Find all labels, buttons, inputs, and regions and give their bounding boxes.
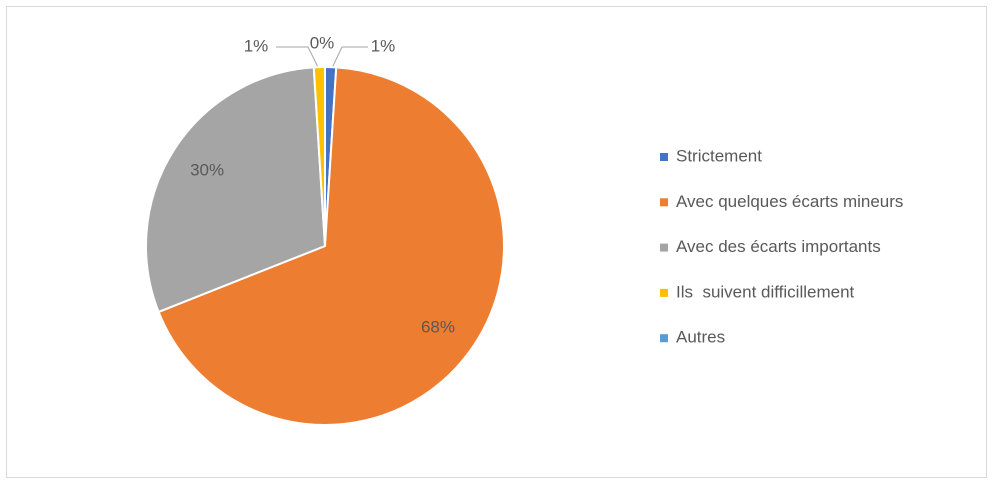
legend-swatch (660, 288, 668, 297)
data-label: 1% (371, 36, 396, 55)
legend-label: Ils suivent difficillement (676, 282, 855, 301)
data-label: 30% (190, 161, 224, 180)
data-label: 68% (421, 318, 455, 337)
legend-label: Avec des écarts importants (676, 237, 881, 256)
pie-slice (145, 66, 327, 314)
data-label: 1% (244, 36, 269, 55)
legend-swatch (660, 243, 668, 252)
legend-label: Avec quelques écarts mineurs (676, 192, 903, 211)
legend-swatch (660, 198, 668, 207)
legend-swatch (660, 153, 668, 161)
leader-line (331, 46, 368, 69)
leader-line (276, 46, 320, 70)
legend-label: Strictement (676, 146, 762, 165)
legend-swatch (660, 334, 668, 343)
legend-label: Autres (676, 328, 725, 347)
data-label: 0% (310, 33, 335, 52)
pie-slice (157, 66, 505, 426)
